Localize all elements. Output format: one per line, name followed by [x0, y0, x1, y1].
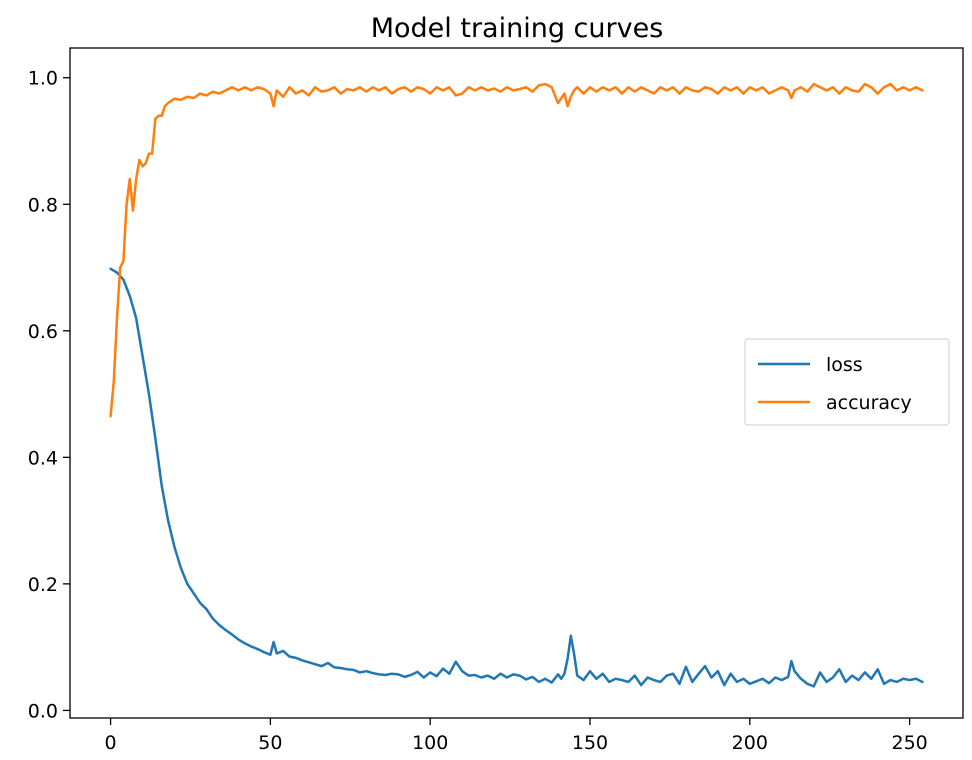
axis-ticks: 0 50 100 150 200 250 0.0 0.2 0.4 0.6 0.8 1.0	[28, 68, 928, 754]
series-line-loss	[109, 267, 924, 688]
y-tick-label: 0.2	[28, 574, 58, 596]
x-tick-label: 150	[572, 732, 608, 754]
x-tick-label: 200	[732, 732, 768, 754]
y-tick-label: 1.0	[28, 68, 58, 90]
x-tick-label: 250	[891, 732, 927, 754]
legend-label-accuracy: accuracy	[826, 392, 912, 414]
series-lines	[109, 82, 924, 688]
legend: loss accuracy	[744, 338, 950, 426]
chart-title: Model training curves	[371, 13, 664, 44]
y-tick-label: 0.4	[28, 447, 58, 469]
x-tick-label: 0	[105, 732, 117, 754]
x-tick-label: 50	[258, 732, 282, 754]
legend-label-loss: loss	[826, 354, 863, 376]
y-tick-label: 0.0	[28, 700, 58, 722]
plot-frame	[69, 47, 964, 719]
y-tick-label: 0.8	[28, 194, 58, 216]
plot-axes	[69, 47, 964, 719]
legend-box	[744, 338, 950, 426]
x-tick-label: 100	[412, 732, 448, 754]
y-tick-label: 0.6	[28, 321, 58, 343]
series-line-accuracy	[109, 82, 924, 418]
